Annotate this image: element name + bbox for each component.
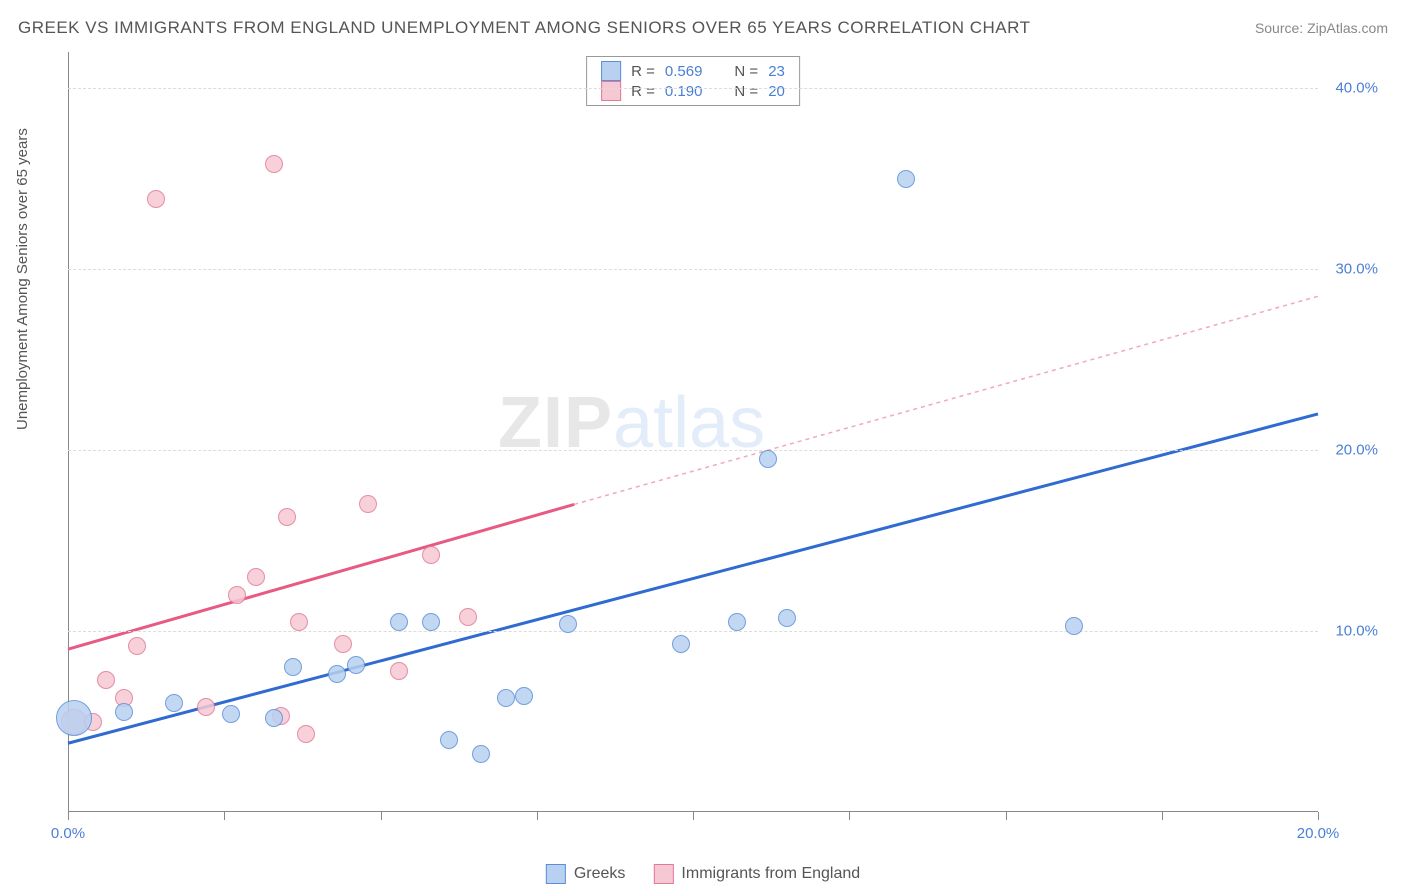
x-tick <box>1006 812 1007 820</box>
england-point <box>390 662 408 680</box>
greeks-point <box>472 745 490 763</box>
n-value: 20 <box>768 83 785 100</box>
x-tick <box>381 812 382 820</box>
n-value: 23 <box>768 63 785 80</box>
england-point <box>97 671 115 689</box>
y-tick-label: 10.0% <box>1335 623 1378 640</box>
r-label: R = <box>631 83 655 100</box>
n-label: N = <box>734 63 758 80</box>
r-value: 0.190 <box>665 83 703 100</box>
greeks-point <box>778 609 796 627</box>
greeks-point <box>759 450 777 468</box>
greeks-point <box>1065 617 1083 635</box>
x-tick-label: 0.0% <box>51 825 85 842</box>
legend-label: Greeks <box>574 865 626 883</box>
greeks-point <box>165 694 183 712</box>
legend-item: Immigrants from England <box>653 864 860 884</box>
x-tick <box>68 812 69 820</box>
greeks-point <box>422 613 440 631</box>
source-label: Source: ZipAtlas.com <box>1255 20 1388 36</box>
x-tick-label: 20.0% <box>1297 825 1340 842</box>
greeks-point <box>115 703 133 721</box>
greeks-point <box>328 665 346 683</box>
greeks-point <box>440 731 458 749</box>
x-tick <box>849 812 850 820</box>
greeks-point <box>390 613 408 631</box>
x-tick <box>1318 812 1319 820</box>
greeks-point <box>284 658 302 676</box>
england-point <box>197 698 215 716</box>
y-tick-label: 20.0% <box>1335 442 1378 459</box>
x-tick <box>224 812 225 820</box>
greeks-point <box>56 700 92 736</box>
gridline <box>68 88 1318 89</box>
england-point <box>422 546 440 564</box>
r-value: 0.569 <box>665 63 703 80</box>
greeks-point <box>672 635 690 653</box>
gridline <box>68 269 1318 270</box>
greeks-point <box>265 709 283 727</box>
legend-swatch <box>546 864 566 884</box>
greeks-point <box>515 687 533 705</box>
y-axis-label: Unemployment Among Seniors over 65 years <box>14 128 31 430</box>
england-point <box>265 155 283 173</box>
stats-legend-row: R = 0.569 N = 23 <box>601 61 785 81</box>
trend-lines <box>68 52 1318 812</box>
legend-label: Immigrants from England <box>681 865 860 883</box>
legend-swatch <box>601 81 621 101</box>
y-tick-label: 40.0% <box>1335 80 1378 97</box>
stats-legend-row: R = 0.190 N = 20 <box>601 81 785 101</box>
greeks-point <box>559 615 577 633</box>
y-tick-label: 30.0% <box>1335 261 1378 278</box>
england-point <box>290 613 308 631</box>
stats-legend: R = 0.569 N = 23 R = 0.190 N = 20 <box>586 56 800 106</box>
greeks-point <box>897 170 915 188</box>
trend-line <box>574 296 1318 504</box>
x-tick <box>693 812 694 820</box>
scatter-plot: ZIPatlas R =0.569N =23R =0.190N =20 10.0… <box>68 52 1318 812</box>
greeks-point <box>728 613 746 631</box>
greeks-point <box>347 656 365 674</box>
england-point <box>459 608 477 626</box>
england-point <box>247 568 265 586</box>
legend-item: Greeks <box>546 864 626 884</box>
legend-swatch <box>653 864 673 884</box>
legend-swatch <box>601 61 621 81</box>
england-point <box>359 495 377 513</box>
england-point <box>278 508 296 526</box>
greeks-point <box>222 705 240 723</box>
x-tick <box>537 812 538 820</box>
england-point <box>297 725 315 743</box>
england-point <box>147 190 165 208</box>
n-label: N = <box>734 83 758 100</box>
gridline <box>68 450 1318 451</box>
england-point <box>128 637 146 655</box>
chart-title: GREEK VS IMMIGRANTS FROM ENGLAND UNEMPLO… <box>18 18 1030 38</box>
england-point <box>334 635 352 653</box>
r-label: R = <box>631 63 655 80</box>
gridline <box>68 631 1318 632</box>
series-legend: Greeks Immigrants from England <box>546 864 860 884</box>
x-tick <box>1162 812 1163 820</box>
greeks-point <box>497 689 515 707</box>
england-point <box>228 586 246 604</box>
trend-line <box>68 504 574 649</box>
